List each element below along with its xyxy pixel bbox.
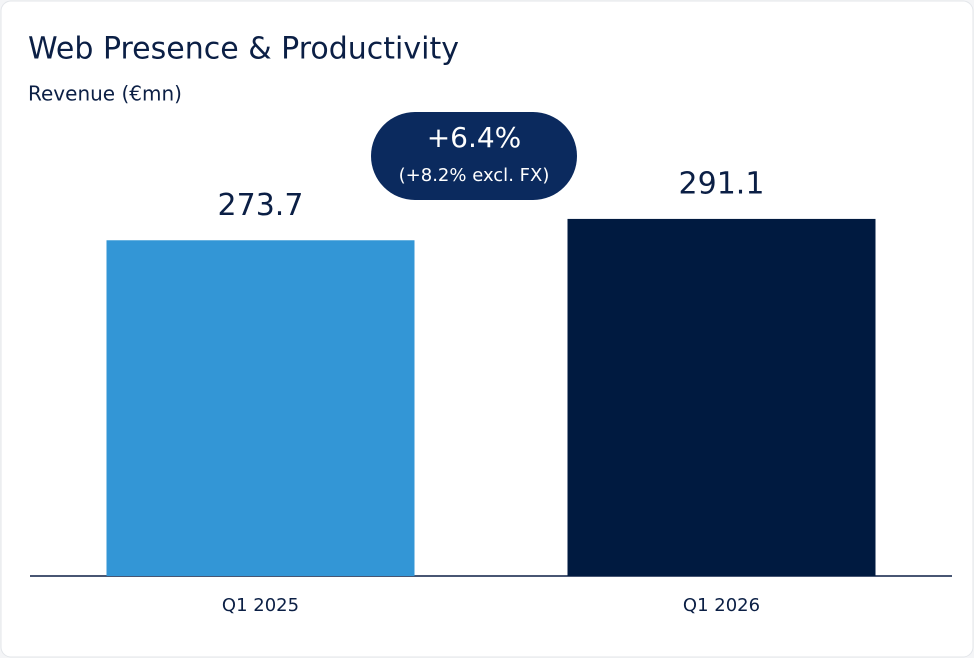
- bar: [567, 218, 876, 576]
- growth-badge: [371, 112, 577, 200]
- chart-title: Web Presence & Productivity: [28, 32, 459, 67]
- growth-detail: (+8.2% excl. FX): [399, 165, 550, 186]
- x-tick-label: Q1 2025: [222, 595, 299, 616]
- value-label: 291.1: [679, 166, 765, 201]
- growth-headline: +6.4%: [427, 121, 522, 154]
- bar: [106, 240, 415, 576]
- value-label: 273.7: [218, 188, 304, 223]
- chart-subtitle: Revenue (€mn): [28, 82, 182, 106]
- bars: Q1 2025 273.7 Q1 2026 291.1: [106, 166, 876, 616]
- x-tick-label: Q1 2026: [683, 595, 760, 616]
